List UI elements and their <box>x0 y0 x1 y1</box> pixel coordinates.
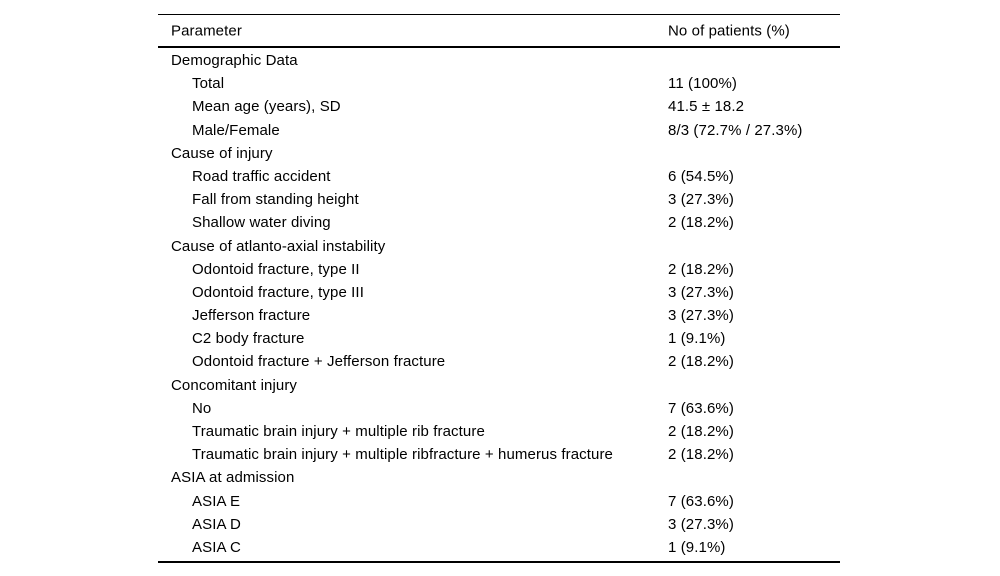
row-label: Shallow water diving <box>192 214 331 232</box>
row-value: 8/3 (72.7% / 27.3%) <box>668 121 803 139</box>
row-value: 3 (27.3%) <box>668 515 734 533</box>
table-row: ASIA E 7 (63.6%) <box>158 490 840 513</box>
table-row: Male/Female 8/3 (72.7% / 27.3%) <box>158 119 840 142</box>
row-label: Traumatic brain injury + multiple rib fr… <box>192 423 485 440</box>
patient-demographics-table: Parameter No of patients (%) Demographic… <box>158 14 840 564</box>
table-row: Odontoid fracture, type III 3 (27.3%) <box>158 281 840 304</box>
row-value: 3 (27.3%) <box>668 307 734 325</box>
row-label: Odontoid fracture, type II <box>192 260 360 278</box>
row-label: ASIA D <box>192 515 241 533</box>
column-header-parameter: Parameter <box>171 22 242 39</box>
table-row: Jefferson fracture 3 (27.3%) <box>158 304 840 327</box>
row-value: 6 (54.5%) <box>668 167 734 185</box>
table-row: Odontoid fracture + Jefferson fracture 2… <box>158 350 840 373</box>
row-label: Mean age (years), SD <box>192 98 341 116</box>
row-value: 41.5 ± 18.2 <box>668 98 745 116</box>
row-label: Jefferson fracture <box>192 307 311 325</box>
row-value: 2 (18.2%) <box>668 260 734 278</box>
row-label: Road traffic accident <box>192 167 331 185</box>
row-value: 11 (100%) <box>668 75 737 93</box>
row-label: ASIA C <box>192 538 241 556</box>
table-row: Odontoid fracture, type II 2 (18.2%) <box>158 258 840 281</box>
row-label: No <box>192 399 212 417</box>
row-value: 2 (18.2%) <box>668 353 734 371</box>
table-body: Demographic Data Total 11 (100%) Mean ag… <box>158 48 840 561</box>
table-row: Total 11 (100%) <box>158 72 840 95</box>
table-header-row: Parameter No of patients (%) <box>158 15 840 48</box>
row-label: Odontoid fracture, type III <box>192 283 364 301</box>
table-row: Fall from standing height 3 (27.3%) <box>158 188 840 211</box>
table-row: Traumatic brain injury + multiple ribfra… <box>158 443 840 466</box>
table-section-row: ASIA at admission <box>158 466 840 489</box>
table-row: C2 body fracture 1 (9.1%) <box>158 327 840 350</box>
row-value: 1 (9.1%) <box>668 538 726 556</box>
row-label: Traumatic brain injury + multiple ribfra… <box>192 446 614 464</box>
table-row: Road traffic accident 6 (54.5%) <box>158 165 840 188</box>
table-row: ASIA C 1 (9.1%) <box>158 536 840 559</box>
row-value: 2 (18.2%) <box>668 446 734 464</box>
table-row: Traumatic brain injury + multiple rib fr… <box>158 420 840 443</box>
table-section-row: Cause of injury <box>158 142 840 165</box>
row-label: Male/Female <box>192 121 280 139</box>
table-row: Shallow water diving 2 (18.2%) <box>158 211 840 234</box>
row-value: 3 (27.3%) <box>668 283 734 301</box>
row-value: 7 (63.6%) <box>668 399 734 417</box>
table-section-row: Concomitant injury <box>158 374 840 397</box>
row-value: 3 (27.3%) <box>668 191 734 209</box>
table-row: ASIA D 3 (27.3%) <box>158 513 840 536</box>
table-row: No 7 (63.6%) <box>158 397 840 420</box>
row-label: Concomitant injury <box>171 376 298 394</box>
row-value: 2 (18.2%) <box>668 214 734 232</box>
row-label: ASIA at admission <box>171 469 295 487</box>
row-label: Cause of injury <box>171 144 273 162</box>
row-value: 7 (63.6%) <box>668 492 734 510</box>
table-section-row: Cause of atlanto-axial instability <box>158 235 840 258</box>
row-label: Odontoid fracture + Jefferson fracture <box>192 353 446 371</box>
row-value: 2 (18.2%) <box>668 423 734 440</box>
table-row: Mean age (years), SD 41.5 ± 18.2 <box>158 95 840 118</box>
table-section-row: Demographic Data <box>158 49 840 72</box>
row-label: ASIA E <box>192 492 241 510</box>
row-label: Fall from standing height <box>192 191 359 209</box>
column-header-patients: No of patients (%) <box>668 22 790 39</box>
row-label: Total <box>192 75 225 93</box>
row-label: Demographic Data <box>171 52 298 69</box>
row-label: C2 body fracture <box>192 330 305 348</box>
row-value: 1 (9.1%) <box>668 330 726 348</box>
row-label: Cause of atlanto-axial instability <box>171 237 386 255</box>
